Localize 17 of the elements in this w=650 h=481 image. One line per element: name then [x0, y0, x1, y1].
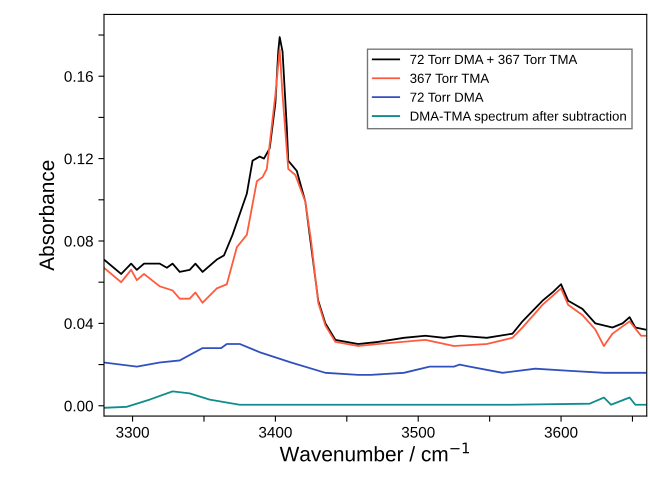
x-tick-label: 3600	[544, 426, 578, 438]
y-tick-label: 0.00	[64, 400, 93, 412]
x-tick-label: 3300	[116, 426, 149, 438]
x-axis-title: Wavenumber / cm$^{−1}$	[280, 442, 470, 462]
y-tick-label: 0.12	[64, 153, 93, 164]
legend-label: DMA-TMA spectrum after subtraction	[410, 111, 626, 124]
legend-label: 72 Torr DMA + 367 Torr TMA	[410, 54, 578, 64]
x-tick-label: 3500	[402, 426, 435, 438]
y-tick-label: 0.16	[64, 71, 93, 82]
y-axis-title: Absorbance	[38, 160, 54, 271]
y-tick-label: 0.08	[64, 236, 93, 247]
line-series	[104, 343, 646, 376]
x-tick-label: 3400	[258, 426, 292, 438]
y-tick-label: 0.04	[64, 318, 94, 330]
legend-label: 367 Torr TMA	[410, 74, 490, 84]
legend-label: 72 Torr DMA	[410, 92, 484, 102]
line-series	[104, 390, 646, 409]
